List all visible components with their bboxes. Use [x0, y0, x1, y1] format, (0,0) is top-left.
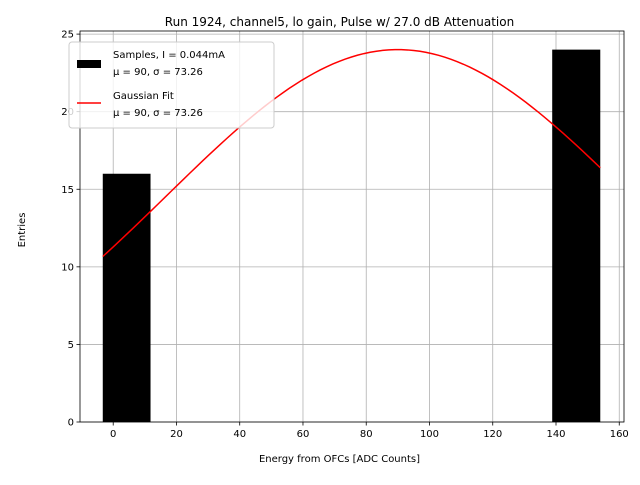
x-tick-label: 120: [483, 429, 502, 440]
gaussian-fit-line: [102, 48, 601, 258]
legend: Samples, I = 0.044mA μ = 90, σ = 73.26 G…: [68, 41, 275, 129]
x-tick-label: 100: [420, 429, 439, 440]
legend-label-samples: Samples, I = 0.044mA: [113, 50, 225, 61]
legend-label-fit-stats: μ = 90, σ = 73.26: [113, 108, 203, 119]
ticks-layer: 0 20 40 60 80 100 120 140 160 0 5 10 15 20 25: [61, 30, 629, 440]
y-tick-label: 25: [61, 30, 74, 41]
histogram-bar: [552, 49, 601, 422]
x-axis-label: Energy from OFCs [ADC Counts]: [259, 454, 420, 465]
legend-label-samples-stats: μ = 90, σ = 73.26: [113, 67, 203, 78]
fit-layer: [102, 48, 601, 258]
legend-label-fit: Gaussian Fit: [113, 91, 174, 102]
y-tick-label: 15: [61, 185, 74, 196]
axes-layer: [79, 30, 625, 423]
x-tick-label: 80: [360, 429, 373, 440]
y-axis-label: Entries: [17, 213, 28, 248]
x-tick-label: 20: [170, 429, 183, 440]
histogram-bar: [102, 173, 151, 422]
x-tick-label: 160: [610, 429, 629, 440]
y-tick-label: 5: [68, 340, 74, 351]
x-tick-label: 40: [233, 429, 246, 440]
legend-swatch-samples: [77, 60, 101, 68]
y-tick-label: 0: [68, 418, 74, 429]
y-tick-label: 20: [61, 107, 74, 118]
legend-frame: [68, 41, 275, 129]
x-tick-label: 60: [297, 429, 310, 440]
chart-title: Run 1924, channel5, lo gain, Pulse w/ 27…: [165, 15, 514, 29]
plot-frame: [79, 30, 625, 423]
bars-layer: [102, 49, 601, 422]
x-tick-label: 0: [110, 429, 116, 440]
x-tick-label: 140: [546, 429, 565, 440]
y-tick-label: 10: [61, 262, 74, 273]
